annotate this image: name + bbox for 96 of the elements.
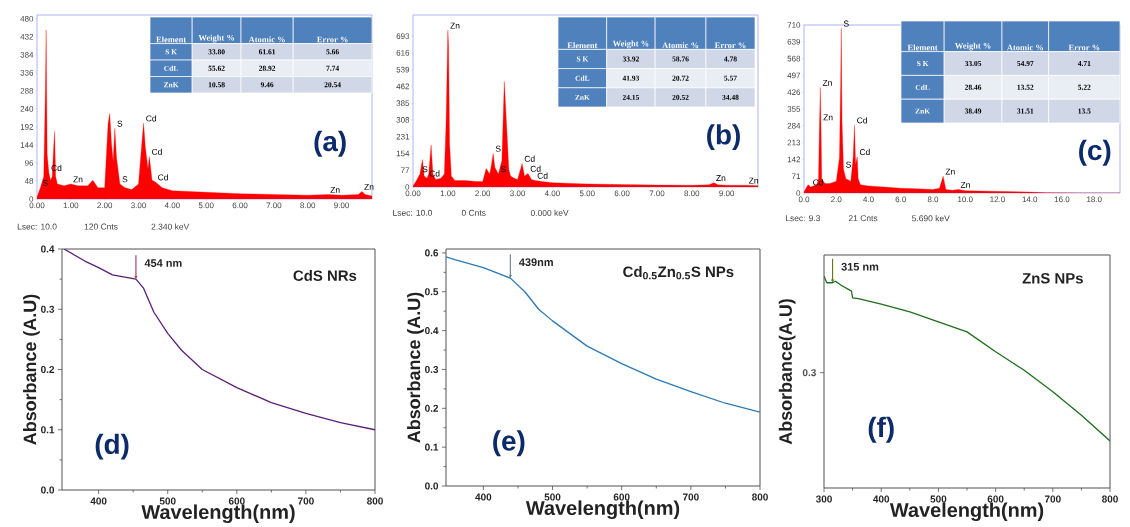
y-axis-title: Absorbance (A.U) [407, 292, 424, 443]
x-tick-label: 300 [815, 495, 832, 503]
annotation: Element [156, 36, 187, 43]
x-axis-title: Wavelength(nm) [141, 504, 295, 524]
annotation: Zn [823, 114, 833, 121]
annotation: S [422, 166, 428, 173]
y-tick-label: 0.1 [425, 443, 439, 451]
x-tick-label: 400 [873, 495, 890, 503]
annotation: Cd [537, 172, 548, 179]
y-tick-label: 0.0 [41, 486, 55, 494]
annotation: Zn [945, 168, 955, 175]
y-axis-title: Absorbance(A.U) [778, 299, 796, 445]
x-tick-label: 700 [1044, 495, 1061, 503]
x-tick-label: 700 [298, 497, 314, 505]
text: Lsec: 10.0 [393, 209, 433, 216]
annotation: (e) [493, 430, 525, 457]
annotation: Cd [524, 155, 535, 162]
annotation: Error % [714, 42, 746, 49]
annotation: S [122, 176, 128, 183]
annotation: (a) [314, 130, 346, 157]
annotation: Weight % [954, 42, 991, 51]
x-tick-label: 600 [987, 495, 1004, 503]
x-tick-label: 800 [367, 497, 383, 505]
x-tick-label: 500 [544, 493, 561, 501]
line-series [63, 249, 376, 431]
annotation: Cd [146, 115, 157, 122]
x-tick-label: 800 [752, 493, 768, 501]
annotation: Weight % [198, 34, 235, 43]
x-axis-title: Wavelength(nm) [525, 500, 680, 520]
y-tick-label: 0.3 [41, 305, 55, 313]
annotation: S [846, 161, 851, 168]
y-tick-label: 0.0 [425, 482, 439, 490]
x-tick-label: 500 [930, 495, 947, 503]
annotation: 439nm [519, 258, 553, 267]
annotation: (d) [95, 433, 129, 460]
y-tick-label: 0.4 [41, 245, 55, 253]
annotation: Cd [158, 174, 168, 181]
text: Lsec: 10.0 [17, 223, 57, 230]
annotation: S [117, 120, 123, 127]
text: 21 Cnts [848, 215, 878, 222]
annotation: Zn [73, 176, 83, 183]
annotation: Zn [716, 175, 726, 181]
annotation: Cd [859, 148, 870, 156]
x-axis-title: Wavelength(nm) [889, 502, 1044, 522]
annotation: Cd [857, 117, 867, 124]
text: Lsec: 9.3 [785, 215, 821, 222]
annotation: Zn [364, 183, 374, 190]
text: 0.3 [802, 369, 816, 377]
y-tick-label: 0.2 [425, 404, 439, 412]
y-tick-label: 0.3 [425, 365, 439, 373]
text: 0.000 keV [530, 209, 569, 216]
y-tick-label: 0.5 [425, 288, 439, 296]
x-tick-label: 600 [228, 497, 245, 505]
x-tick-label: 800 [1102, 495, 1118, 503]
chart-title: ZnS NPs [1022, 273, 1083, 284]
y-tick-label: 0.1 [41, 426, 55, 434]
annotation: Zn [960, 181, 970, 188]
annotation: Cd [151, 148, 162, 155]
annotation: Zn [450, 22, 460, 29]
annotation: Cd [530, 165, 541, 172]
annotation: Error % [316, 36, 348, 43]
text: 2.340 keV [151, 223, 190, 230]
annotation: Element [567, 42, 598, 49]
x-tick-label: 400 [90, 497, 107, 505]
annotation: Zn [330, 186, 340, 193]
x-tick-label: 600 [613, 493, 630, 501]
annotation: Atomic % [662, 42, 699, 49]
text: 120 Cnts [84, 223, 118, 230]
annotation: Weight % [612, 40, 649, 49]
x-tick-label: 700 [682, 493, 699, 501]
annotation: 315 nm [841, 262, 879, 271]
annotation: 454 nm [144, 259, 182, 267]
annotation: Zn [822, 79, 832, 86]
y-tick-label: 0.6 [425, 249, 439, 257]
y-axis-title: Absorbance (A.U) [23, 294, 40, 445]
annotation: S [495, 145, 501, 152]
text: 5.690 keV [911, 215, 950, 222]
annotation: Atomic % [1006, 44, 1043, 51]
line-series [446, 256, 761, 413]
text: 0 Cnts [461, 209, 486, 216]
annotation: Zn [748, 177, 759, 184]
annotation: S [500, 166, 506, 173]
annotation: S [843, 20, 849, 27]
annotation: (b) [707, 124, 740, 151]
x-tick-label: 500 [159, 497, 176, 505]
y-tick-label: 0.4 [425, 327, 439, 335]
text: CdS NRs [293, 270, 357, 281]
annotation: (c) [1079, 139, 1111, 166]
annotation: Element [907, 44, 938, 51]
annotation: Error % [1068, 44, 1100, 51]
text: Cd$_{0.5}$Zn$_{0.5}$S NPs [623, 266, 734, 280]
annotation: Atomic % [248, 36, 285, 43]
y-tick-label: 0.2 [41, 365, 55, 374]
x-tick-label: 400 [475, 493, 492, 501]
annotation: S [42, 180, 48, 187]
annotation: (f) [868, 416, 894, 443]
